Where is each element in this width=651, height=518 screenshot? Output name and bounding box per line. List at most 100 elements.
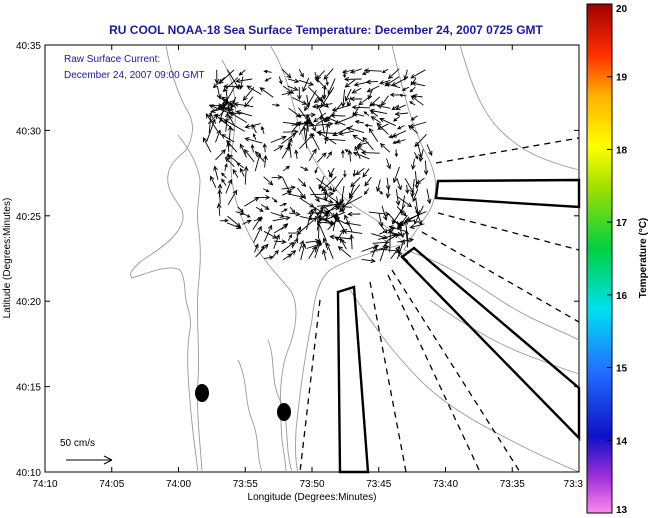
current-arrow bbox=[236, 162, 244, 169]
current-arrow bbox=[408, 124, 418, 134]
current-arrow bbox=[414, 152, 419, 160]
current-arrow bbox=[409, 101, 416, 106]
current-arrow bbox=[296, 112, 317, 118]
current-arrow bbox=[221, 172, 227, 179]
current-arrow bbox=[227, 125, 233, 141]
current-arrow bbox=[210, 175, 217, 188]
current-arrow bbox=[344, 214, 353, 233]
current-arrow bbox=[316, 215, 322, 239]
x-tick-label: 74:00 bbox=[166, 479, 191, 490]
current-arrow bbox=[316, 207, 324, 231]
current-arrow bbox=[379, 143, 391, 153]
current-arrow bbox=[242, 219, 252, 225]
current-arrow bbox=[364, 176, 372, 187]
current-arrow bbox=[418, 149, 424, 163]
disposal-area-diagonal bbox=[400, 246, 581, 441]
current-arrow bbox=[233, 102, 254, 108]
current-arrow bbox=[215, 129, 221, 143]
depth-contour-3 bbox=[391, 44, 580, 341]
x-axis-ticks: 74:10 74:05 74:00 73:55 73:50 73:45 73:40 73:35… bbox=[32, 45, 583, 490]
current-arrow bbox=[355, 168, 365, 176]
current-arrow bbox=[281, 241, 295, 253]
current-arrow bbox=[273, 233, 280, 249]
current-arrow bbox=[310, 132, 320, 151]
current-arrow bbox=[351, 104, 371, 110]
depth-contour-7 bbox=[237, 359, 263, 473]
current-arrow bbox=[239, 167, 245, 177]
current-arrow bbox=[410, 69, 426, 79]
current-arrow bbox=[226, 222, 242, 230]
current-arrow bbox=[361, 258, 376, 264]
current-arrow bbox=[304, 89, 317, 112]
current-arrow bbox=[344, 79, 356, 88]
current-arrow bbox=[388, 225, 406, 232]
current-arrow bbox=[281, 208, 288, 213]
current-arrow bbox=[281, 132, 297, 145]
current-arrow bbox=[356, 141, 369, 147]
current-arrow bbox=[325, 210, 330, 224]
current-arrow bbox=[340, 89, 346, 108]
current-arrow bbox=[352, 112, 365, 117]
current-arrow bbox=[404, 229, 409, 248]
current-arrow bbox=[340, 237, 347, 250]
current-arrow bbox=[397, 196, 413, 208]
current-arrow bbox=[339, 185, 345, 205]
current-arrow bbox=[371, 103, 379, 107]
scale-arrow bbox=[66, 455, 113, 465]
current-arrow bbox=[375, 179, 381, 193]
current-arrow bbox=[344, 76, 362, 82]
colorbar-tick-label: 17 bbox=[616, 218, 628, 229]
x-tick-label: 74:05 bbox=[99, 479, 124, 490]
current-arrow bbox=[347, 211, 361, 217]
current-arrow bbox=[252, 133, 257, 140]
current-arrow bbox=[221, 178, 227, 186]
current-arrow bbox=[340, 149, 345, 158]
current-arrow bbox=[262, 188, 270, 193]
current-arrow bbox=[394, 111, 408, 117]
current-arrow bbox=[202, 137, 212, 153]
current-arrow bbox=[250, 143, 255, 153]
current-arrow bbox=[313, 94, 326, 103]
current-arrow bbox=[254, 152, 262, 172]
current-arrow bbox=[349, 68, 362, 74]
current-arrow bbox=[218, 69, 235, 85]
dashed-lines bbox=[299, 137, 580, 473]
current-arrow bbox=[244, 137, 263, 144]
current-arrow bbox=[315, 212, 334, 226]
current-arrow bbox=[324, 206, 340, 213]
current-arrow bbox=[217, 188, 223, 205]
x-tick-label: 73:40 bbox=[433, 479, 458, 490]
disposal-area-offshore bbox=[434, 178, 581, 209]
current-arrow bbox=[330, 113, 346, 118]
x-tick-label: 73:50 bbox=[299, 479, 324, 490]
colorbar-ticks: 13 14 15 16 17 18 19 20 bbox=[607, 3, 628, 516]
current-arrow bbox=[409, 223, 425, 229]
current-arrow bbox=[273, 239, 287, 245]
current-arrow bbox=[351, 87, 362, 94]
current-arrow bbox=[281, 68, 292, 79]
current-arrow bbox=[338, 130, 355, 136]
current-arrow bbox=[228, 114, 235, 127]
current-arrow bbox=[381, 95, 389, 107]
current-arrow bbox=[316, 177, 334, 191]
current-arrow bbox=[260, 125, 265, 135]
current-arrow bbox=[323, 136, 346, 142]
current-arrow bbox=[243, 213, 251, 218]
current-arrow bbox=[281, 91, 292, 96]
current-arrow bbox=[308, 245, 317, 260]
current-arrow bbox=[209, 101, 229, 115]
current-arrow bbox=[323, 68, 334, 80]
x-tick-label: 73:45 bbox=[366, 479, 391, 490]
current-arrow bbox=[300, 166, 309, 171]
current-arrow bbox=[358, 95, 372, 106]
y-tick-label: 40:30 bbox=[16, 126, 41, 137]
current-arrow bbox=[352, 134, 365, 143]
current-arrow bbox=[282, 190, 293, 196]
current-label-line1: Raw Surface Current: bbox=[64, 54, 160, 65]
current-arrow bbox=[223, 83, 243, 89]
current-arrow bbox=[390, 245, 401, 260]
current-arrow bbox=[394, 149, 399, 158]
current-arrow bbox=[273, 145, 284, 152]
current-arrow bbox=[272, 215, 291, 222]
